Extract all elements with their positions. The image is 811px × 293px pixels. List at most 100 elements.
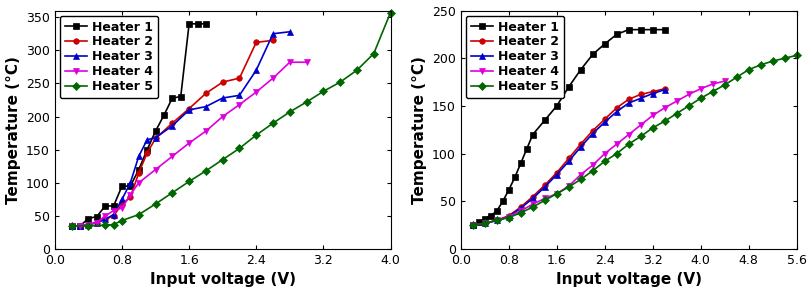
Heater 3: [268, 32, 277, 35]
Heater 5: [479, 222, 489, 225]
Heater 2: [539, 183, 549, 187]
Heater 5: [491, 219, 501, 222]
Line: Heater 5: Heater 5: [470, 53, 798, 228]
Heater 2: [527, 195, 537, 198]
Heater 4: [659, 106, 669, 110]
Heater 5: [84, 224, 93, 228]
Line: Heater 4: Heater 4: [69, 59, 309, 229]
Heater 2: [92, 221, 101, 224]
Heater 3: [109, 213, 118, 216]
Heater 5: [683, 104, 693, 108]
Heater 1: [192, 22, 202, 25]
Heater 4: [75, 224, 85, 228]
Heater 4: [683, 93, 693, 96]
Heater 2: [551, 171, 561, 174]
Heater 4: [251, 90, 261, 94]
Line: Heater 5: Heater 5: [69, 10, 393, 229]
Heater 2: [623, 98, 633, 101]
Heater 2: [75, 224, 85, 228]
Heater 4: [695, 87, 705, 91]
Heater 1: [176, 95, 186, 98]
Heater 3: [184, 108, 194, 112]
Heater 3: [491, 219, 501, 222]
Heater 5: [352, 69, 362, 72]
Heater 4: [467, 224, 477, 227]
Heater 3: [126, 181, 135, 185]
Line: Heater 3: Heater 3: [69, 29, 292, 229]
Heater 2: [234, 76, 244, 80]
Heater 4: [184, 141, 194, 145]
Heater 2: [611, 106, 620, 110]
Heater 5: [318, 90, 328, 93]
Heater 3: [217, 96, 227, 100]
Heater 1: [75, 224, 85, 228]
Heater 5: [671, 112, 680, 115]
Heater 5: [659, 120, 669, 123]
Heater 3: [117, 197, 127, 201]
Heater 3: [201, 105, 211, 108]
Heater 4: [647, 114, 657, 117]
Heater 1: [527, 133, 537, 136]
Heater 4: [504, 215, 513, 218]
Heater 4: [201, 129, 211, 133]
Heater 5: [167, 191, 177, 195]
Heater 5: [101, 224, 110, 227]
Heater 5: [575, 178, 585, 181]
Heater 4: [671, 99, 680, 103]
Line: Heater 2: Heater 2: [69, 38, 276, 229]
Heater 3: [67, 224, 76, 228]
Heater 4: [491, 219, 501, 222]
Heater 1: [635, 28, 645, 31]
Heater 4: [599, 152, 609, 155]
Heater 5: [779, 57, 788, 60]
Heater 3: [635, 97, 645, 100]
Heater 2: [142, 151, 152, 155]
Heater 1: [479, 217, 489, 220]
Heater 2: [101, 217, 110, 221]
Heater 1: [92, 215, 101, 218]
Heater 5: [695, 97, 705, 100]
Heater 1: [563, 85, 573, 88]
Heater 4: [117, 206, 127, 210]
Heater 5: [731, 76, 740, 79]
Heater 4: [527, 202, 537, 206]
Heater 5: [707, 90, 717, 93]
Heater 3: [623, 101, 633, 105]
Heater 3: [504, 215, 513, 218]
Heater 5: [623, 142, 633, 146]
Heater 5: [647, 126, 657, 130]
Heater 3: [527, 197, 537, 200]
Heater 4: [623, 133, 633, 136]
Heater 3: [251, 69, 261, 72]
Heater 3: [467, 224, 477, 227]
Heater 4: [551, 192, 561, 195]
Heater 1: [109, 204, 118, 208]
Heater 4: [302, 60, 311, 64]
Heater 5: [635, 135, 645, 138]
Heater 1: [126, 184, 135, 188]
Heater 3: [142, 138, 152, 142]
Heater 1: [184, 22, 194, 25]
Heater 3: [575, 145, 585, 149]
Heater 1: [587, 53, 597, 56]
Heater 4: [92, 221, 101, 224]
Heater 2: [587, 129, 597, 132]
Heater 3: [92, 221, 101, 224]
Heater 5: [611, 152, 620, 155]
Heater 1: [467, 224, 477, 227]
Heater 1: [611, 33, 620, 36]
Heater 2: [504, 214, 513, 217]
Heater 2: [515, 205, 525, 209]
Heater 2: [84, 223, 93, 226]
Heater 5: [467, 224, 477, 227]
Line: Heater 3: Heater 3: [470, 87, 667, 228]
Heater 1: [521, 147, 531, 151]
Heater 3: [84, 223, 93, 226]
Heater 3: [167, 124, 177, 127]
Heater 3: [479, 222, 489, 225]
Heater 1: [599, 42, 609, 46]
Heater 3: [659, 88, 669, 91]
Heater 4: [635, 123, 645, 127]
Heater 1: [67, 224, 76, 228]
Legend: Heater 1, Heater 2, Heater 3, Heater 4, Heater 5: Heater 1, Heater 2, Heater 3, Heater 4, …: [60, 16, 158, 98]
